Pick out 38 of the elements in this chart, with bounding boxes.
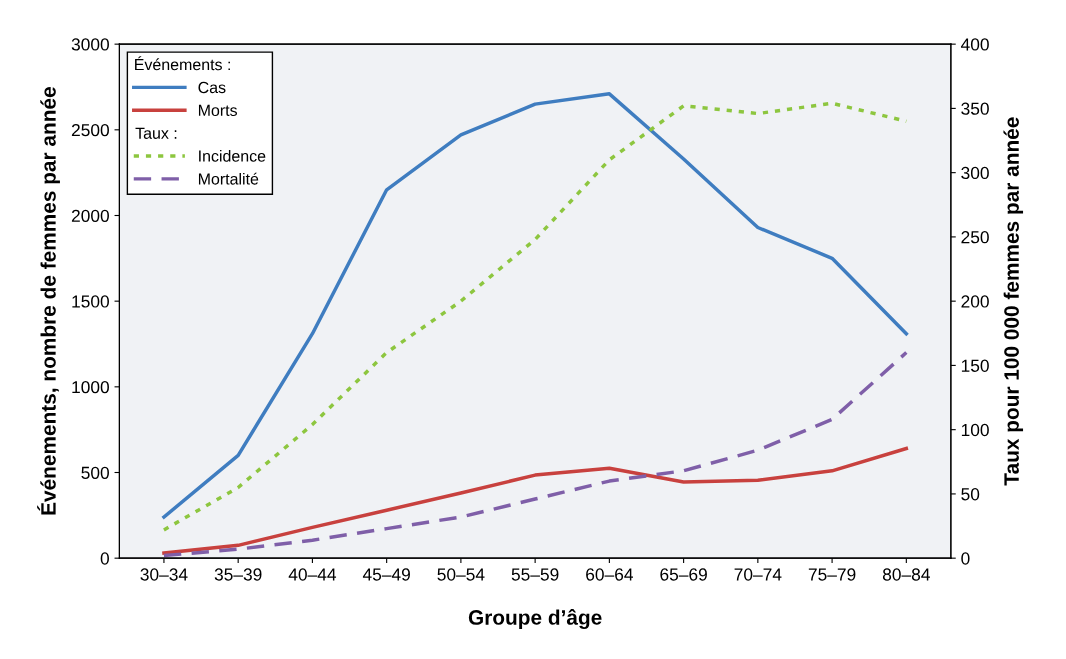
y2-tick-label: 350: [961, 102, 989, 115]
y-tick-label: 1000: [72, 381, 109, 394]
legend-label: Incidence: [199, 150, 266, 162]
annotation: Taux :: [135, 127, 177, 139]
y-tick-label: 1500: [72, 295, 109, 308]
y-tick-label: 0: [100, 552, 109, 565]
legend-title: Événements :: [135, 56, 230, 71]
y2-tick-label: 250: [961, 231, 989, 244]
y-tick-label: 3000: [71, 38, 109, 51]
y2-axis-title: Taux pour 100 000 femmes par année: [1003, 117, 1024, 486]
x-tick-label: 50–54: [437, 568, 485, 581]
x-tick-label: 70–74: [734, 568, 782, 581]
y2-tick-label: 300: [961, 166, 989, 180]
y2-tick-label: 0: [961, 552, 970, 565]
y2-tick-label: 50: [961, 488, 980, 501]
x-tick-label: 75–79: [808, 568, 856, 581]
y-tick-label: 2500: [71, 123, 109, 137]
y-tick-label: 500: [81, 466, 109, 479]
y2-tick-label: 200: [961, 295, 989, 308]
x-tick-label: 60–64: [586, 568, 633, 581]
x-tick-label: 55–59: [511, 568, 559, 581]
y2-tick-label: 150: [961, 359, 989, 372]
legend-label: Mortalité: [198, 172, 259, 185]
line-series: [162, 350, 909, 558]
x-tick-label: 65–69: [660, 568, 707, 581]
y2-tick-label: 100: [961, 423, 989, 437]
x-tick-label: 30–34: [140, 568, 188, 581]
y2-tick-label: 400: [960, 38, 989, 51]
x-tick-label: 35–39: [214, 568, 262, 581]
x-axis-title: Groupe d’âge: [468, 609, 602, 630]
legend-label: Morts: [198, 104, 238, 117]
line-series: [162, 446, 909, 555]
legend-label: Cas: [198, 81, 226, 94]
y-axis-title: Événements, nombre de femmes par année: [37, 87, 60, 515]
y-tick-label: 2000: [71, 209, 109, 222]
x-tick-label: 40–44: [288, 568, 337, 581]
x-tick-label: 80–84: [882, 568, 930, 581]
x-tick-label: 45–49: [362, 568, 410, 581]
